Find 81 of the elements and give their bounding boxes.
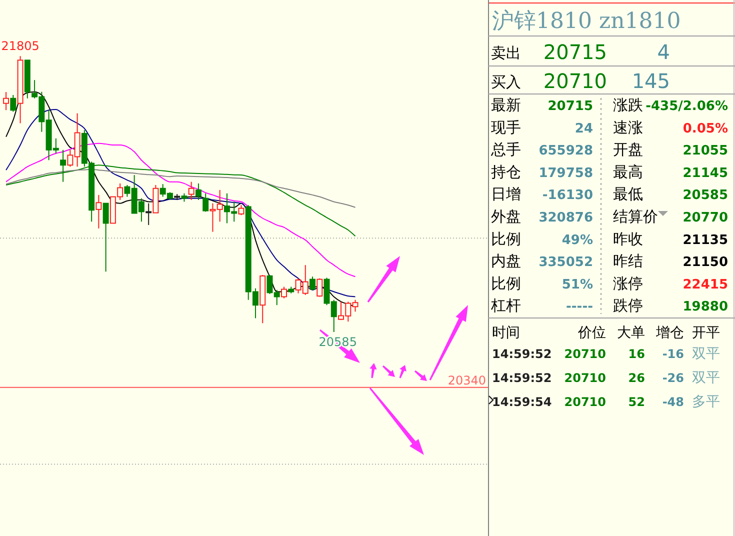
text: 14:59:52 [492,347,552,361]
text: 14:59:52 [492,371,552,385]
text: 双平 [692,369,720,385]
candlestick [316,278,323,298]
candlestick [202,192,209,212]
text: 655928 [538,144,593,159]
text: 多平 [692,393,720,409]
text: 沪锌1810 zn1810 [492,9,681,34]
text: 0.05% [682,121,728,136]
candlestick [238,204,244,216]
candlestick [195,182,202,200]
text: 320876 [538,210,593,226]
text: 21055 [682,144,728,159]
text: 时间 [492,324,520,340]
text: -26 [662,371,684,385]
text: 跌停 [613,298,643,315]
text: 涨跌 [613,97,643,114]
text: 昨结 [613,253,643,270]
text: 内盘 [491,253,521,270]
candlestick [310,276,316,290]
text: 335052 [538,255,593,270]
text: 20710 [564,371,606,385]
annotation: 21805 [1,39,40,54]
candlestick [102,202,109,272]
text: 20710 [564,347,606,361]
text: 16 [628,347,645,361]
text: 最新 [491,97,521,114]
text: 买入 [491,74,521,91]
text: -48 [662,395,684,409]
text: 19880 [682,300,728,315]
ref-line-label: 20340 [448,373,486,388]
text: 比例 [491,275,521,292]
text: 大单 [617,324,645,340]
text: 开平 [692,324,720,340]
text: 22415 [682,277,728,292]
text: 昨收 [613,230,643,248]
text: 4 [657,40,670,64]
text: 总手 [490,142,521,159]
text: 52 [628,395,645,409]
text: 卖出 [491,45,521,62]
text: 结算价 [613,208,658,226]
text: 涨停 [613,275,643,292]
text: 24 [574,121,593,136]
text: 179758 [538,166,593,181]
text: 21150 [682,255,728,270]
text: 21135 [682,232,728,248]
text: 145 [632,69,670,93]
text: 增仓 [655,324,684,340]
text: 21145 [682,166,728,181]
candlestick [188,181,194,200]
text: 最高 [613,164,643,181]
text: 最低 [613,186,643,204]
text: 价位 [577,324,606,340]
candlestick [10,94,16,112]
text: 杠杆 [490,298,521,315]
text: 双平 [692,345,720,361]
text: 开盘 [613,142,643,159]
text: -16 [662,347,684,361]
text: -16130 [542,188,593,204]
text: 20770 [682,210,728,226]
text: 比例 [491,230,521,248]
text: 20715 [543,40,607,64]
text: 20715 [548,99,593,114]
text: 20585 [682,188,728,204]
text: 日增 [491,186,521,204]
text: 49% [562,232,593,248]
text: ----- [566,300,593,315]
text: 外盘 [491,208,521,226]
candlestick [281,286,287,299]
text: 现手 [491,119,521,136]
text: 51% [562,277,593,292]
text: 20710 [564,395,606,409]
text: 速涨 [613,119,643,136]
text: 26 [628,371,645,385]
text: -435/2.06% [646,99,728,114]
candlestick [96,194,102,229]
candlestick [146,202,152,226]
text: 14:59:54 [492,395,552,409]
candlestick [3,92,10,111]
text: 持仓 [491,164,521,181]
text: 20710 [543,69,607,93]
